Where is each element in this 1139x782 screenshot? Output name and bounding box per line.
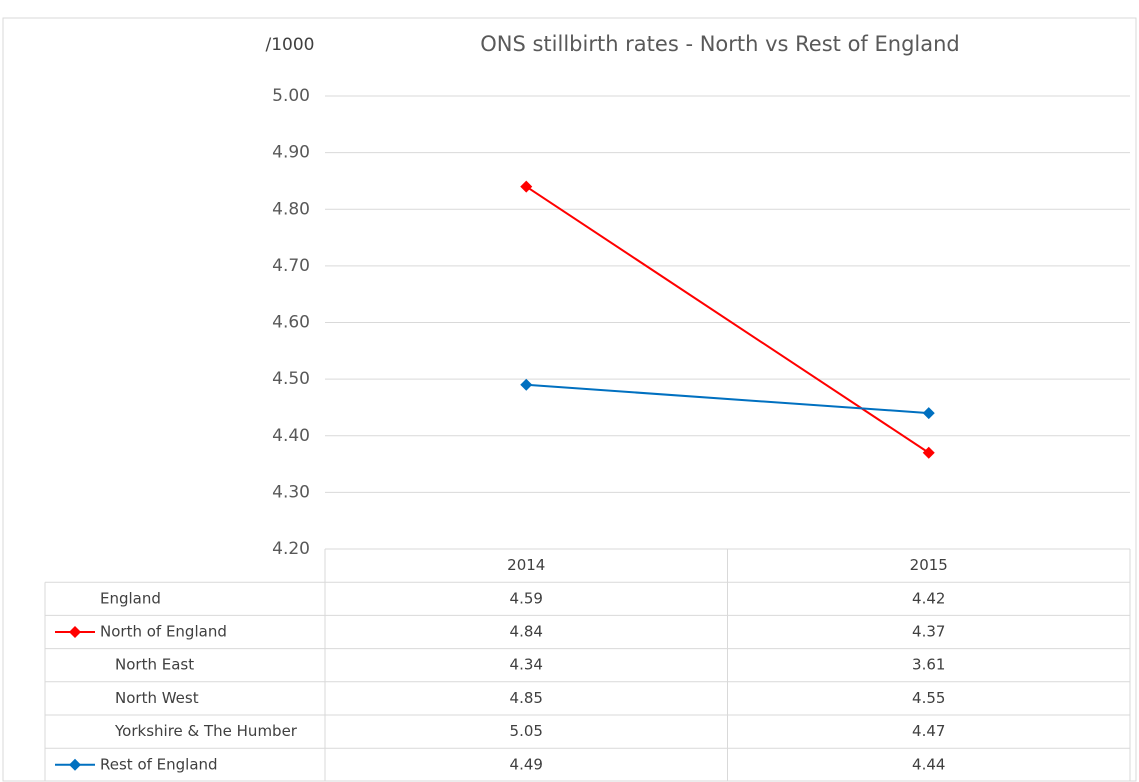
- legend-label: Rest of England: [100, 755, 218, 773]
- y-tick-label: 4.90: [272, 143, 310, 163]
- y-tick-label: 5.00: [272, 86, 310, 106]
- y-tick-label: 4.50: [272, 369, 310, 389]
- table-value: 4.49: [510, 755, 543, 773]
- legend-label: North East: [115, 656, 194, 674]
- chart-title: ONS stillbirth rates - North vs Rest of …: [480, 32, 960, 56]
- y-tick-label: 4.30: [272, 482, 310, 502]
- marker: [520, 378, 533, 391]
- table-value: 4.84: [510, 623, 543, 641]
- legend-key-marker: [69, 758, 81, 771]
- legend-label: North West: [115, 689, 199, 707]
- table-value: 4.34: [510, 656, 543, 674]
- x-tick-label: 2014: [507, 556, 545, 574]
- y-tick-label: 4.70: [272, 256, 310, 276]
- table-value: 4.44: [912, 755, 945, 773]
- x-tick-label: 2015: [910, 556, 948, 574]
- y-tick-label: 4.60: [272, 313, 310, 333]
- table-value: 4.85: [510, 689, 543, 707]
- table-value: 5.05: [510, 722, 543, 740]
- series-line: [526, 383, 929, 415]
- chart-frame: [2, 17, 1137, 782]
- marker: [922, 446, 935, 459]
- y-tick-label: 4.20: [272, 539, 310, 559]
- table-value: 4.59: [510, 589, 543, 607]
- table-value: 3.61: [912, 656, 945, 674]
- table-value: 4.47: [912, 722, 945, 740]
- marker: [520, 180, 533, 193]
- legend-label: North of England: [100, 623, 227, 641]
- y-axis-label: /1000: [266, 35, 315, 55]
- legend-label: Yorkshire & The Humber: [114, 722, 298, 740]
- legend-label: England: [100, 589, 161, 607]
- legend-key-marker: [69, 626, 81, 638]
- table-value: 4.55: [912, 689, 945, 707]
- table-value: 4.37: [912, 623, 945, 641]
- marker: [922, 407, 935, 420]
- y-tick-label: 4.80: [272, 199, 310, 219]
- table-value: 4.42: [912, 589, 945, 607]
- y-tick-label: 4.40: [272, 426, 310, 446]
